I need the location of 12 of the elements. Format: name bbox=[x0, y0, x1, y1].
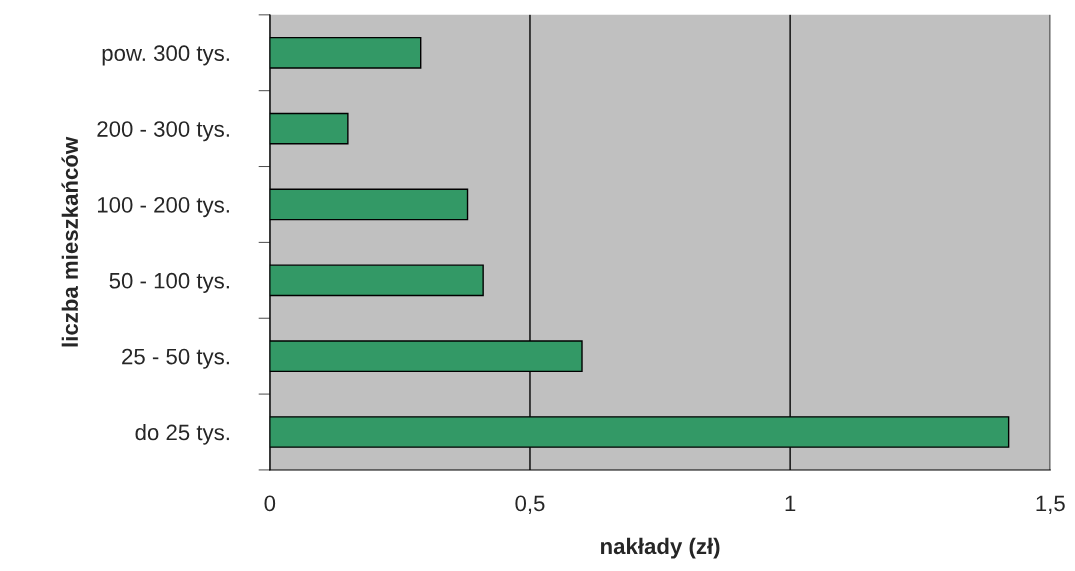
y-tick-label: 25 - 50 tys. bbox=[122, 348, 229, 369]
x-axis-title: nakłady (zł) bbox=[601, 537, 720, 559]
x-tick-label: 0,5 bbox=[515, 495, 545, 514]
y-tick-label: pow. 300 tys. bbox=[102, 45, 229, 66]
x-tick-label: 1 bbox=[785, 495, 796, 512]
y-tick-label: 200 - 300 tys. bbox=[97, 121, 229, 142]
y-axis-title: liczba mieszkańców bbox=[61, 136, 79, 347]
x-tick-label: 0 bbox=[264, 495, 276, 512]
y-tick-label: 100 - 200 tys. bbox=[98, 197, 229, 218]
y-tick-label: 50 - 100 tys. bbox=[109, 272, 229, 293]
y-tick-label: do 25 tys. bbox=[135, 423, 229, 445]
x-tick-label: 1,5 bbox=[1036, 495, 1065, 514]
